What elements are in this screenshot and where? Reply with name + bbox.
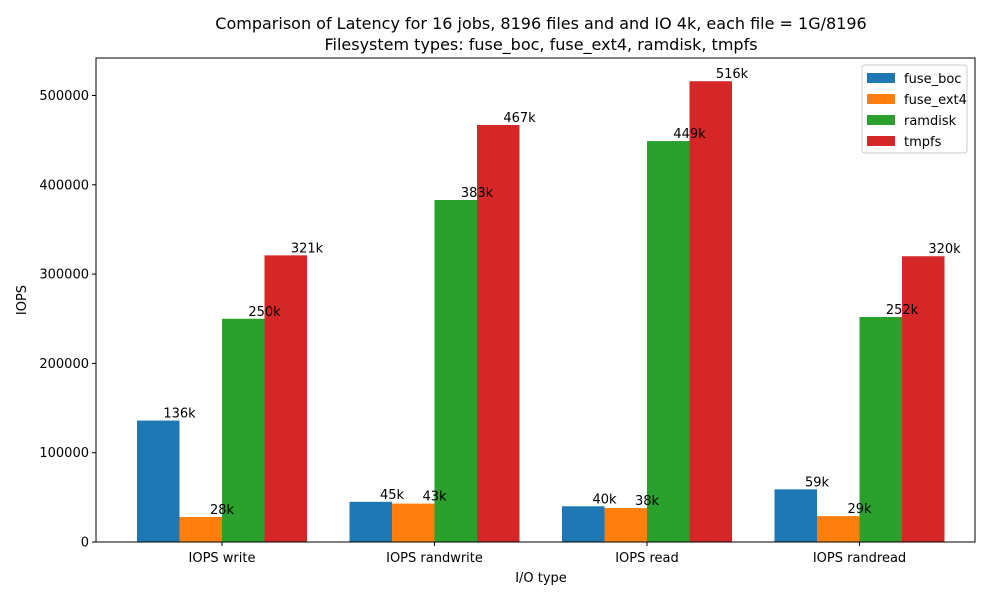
legend-swatch-fuse_boc xyxy=(867,73,895,83)
bar-fuse_boc-0 xyxy=(137,420,180,542)
chart-title-line1: Comparison of Latency for 16 jobs, 8196 … xyxy=(215,14,866,33)
y-tick-label: 500000 xyxy=(39,89,89,104)
y-tick-label: 400000 xyxy=(39,178,89,193)
data-label: 383k xyxy=(461,186,494,201)
chart-title-line2: Filesystem types: fuse_boc, fuse_ext4, r… xyxy=(324,35,757,55)
data-label: 136k xyxy=(163,407,196,422)
bar-fuse_ext4-2 xyxy=(604,508,647,542)
x-tick-label: IOPS randread xyxy=(813,551,906,566)
data-label: 45k xyxy=(380,488,405,503)
bar-ramdisk-2 xyxy=(647,141,690,542)
legend-swatch-tmpfs xyxy=(867,136,895,146)
bars-group xyxy=(137,81,945,543)
legend-swatch-ramdisk xyxy=(867,115,895,125)
bar-tmpfs-2 xyxy=(689,81,732,542)
legend-swatch-fuse_ext4 xyxy=(867,94,895,104)
x-tick-label: IOPS read xyxy=(615,551,679,566)
data-label: 29k xyxy=(847,502,872,517)
bar-fuse_boc-2 xyxy=(562,506,605,542)
legend-label-tmpfs: tmpfs xyxy=(904,135,942,150)
bar-ramdisk-1 xyxy=(434,199,477,543)
data-label: 321k xyxy=(291,241,324,256)
data-label: 516k xyxy=(716,67,749,82)
y-tick-label: 0 xyxy=(81,536,89,551)
x-axis-label: I/O type xyxy=(515,571,567,586)
data-label: 320k xyxy=(928,242,961,257)
bar-fuse_ext4-1 xyxy=(392,503,435,542)
legend-box xyxy=(861,64,968,154)
data-label: 40k xyxy=(592,492,617,507)
data-label: 59k xyxy=(805,475,830,490)
bar-ramdisk-0 xyxy=(222,318,265,542)
bar-tmpfs-3 xyxy=(902,256,945,542)
bar-fuse_ext4-0 xyxy=(179,516,222,542)
bar-tmpfs-1 xyxy=(477,124,520,542)
data-label: 449k xyxy=(673,127,706,142)
legend-label-ramdisk: ramdisk xyxy=(904,114,957,129)
data-label: 467k xyxy=(503,111,536,126)
data-label: 250k xyxy=(248,305,281,320)
bar-fuse_ext4-3 xyxy=(817,516,860,542)
data-label: 38k xyxy=(635,494,660,509)
plot-frame xyxy=(95,57,976,543)
bar-fuse_boc-3 xyxy=(774,489,817,542)
legend-label-fuse_ext4: fuse_ext4 xyxy=(904,93,967,108)
x-axis: IOPS write IOPS randwrite IOPS read IOPS ra… xyxy=(189,542,906,566)
bar-ramdisk-3 xyxy=(859,316,902,542)
y-axis: 0 100000 200000 300000 400000 500000 xyxy=(39,89,96,551)
bar-tmpfs-0 xyxy=(264,255,307,542)
data-label: 252k xyxy=(886,303,919,318)
y-tick-label: 300000 xyxy=(39,268,89,283)
x-tick-label: IOPS write xyxy=(189,551,256,566)
bar-fuse_boc-1 xyxy=(349,501,392,542)
y-axis-label: IOPS xyxy=(15,285,30,315)
x-tick-label: IOPS randwrite xyxy=(386,551,483,566)
data-label: 43k xyxy=(422,490,447,505)
y-tick-label: 100000 xyxy=(39,446,89,461)
y-tick-label: 200000 xyxy=(39,357,89,372)
data-labels-group: 136k 45k 40k 59k 28k 43k 38k 29k 250k 383k 449k 252… xyxy=(163,67,961,518)
data-label: 28k xyxy=(210,503,235,518)
legend-label-fuse_boc: fuse_boc xyxy=(904,72,961,87)
